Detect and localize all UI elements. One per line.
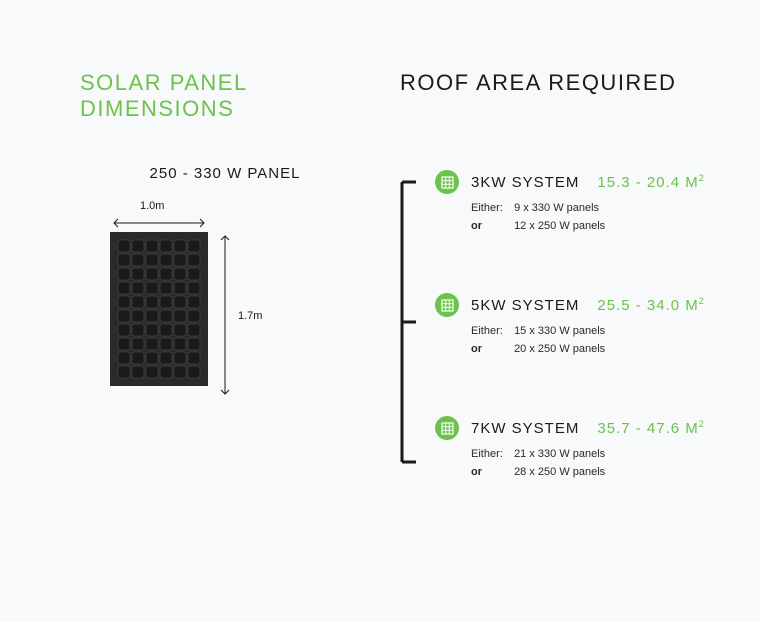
system-detail: Either: 15 x 330 W panelsor 20 x 250 W p… bbox=[471, 323, 715, 358]
system-area: 15.3 - 20.4 M2 bbox=[597, 173, 704, 191]
system-name: 7KW SYSTEM bbox=[471, 420, 579, 437]
system-header: 7KW SYSTEM 35.7 - 47.6 M2 bbox=[435, 416, 715, 440]
system-detail: Either: 9 x 330 W panelsor 12 x 250 W pa… bbox=[471, 200, 715, 235]
system-header: 5KW SYSTEM 25.5 - 34.0 M2 bbox=[435, 293, 715, 317]
system-header: 3KW SYSTEM 15.3 - 20.4 M2 bbox=[435, 170, 715, 194]
either-label: Either: bbox=[471, 323, 511, 341]
either-value: 9 x 330 W panels bbox=[514, 202, 599, 214]
either-value: 21 x 330 W panels bbox=[514, 448, 605, 460]
panel-height-label: 1.7m bbox=[238, 310, 262, 322]
system-area: 25.5 - 34.0 M2 bbox=[597, 296, 704, 314]
panel-width-label: 1.0m bbox=[140, 200, 164, 212]
systems-list: 3KW SYSTEM 15.3 - 20.4 M2 Either: 9 x 330 … bbox=[435, 170, 715, 540]
system-item: 3KW SYSTEM 15.3 - 20.4 M2 Either: 9 x 330 … bbox=[435, 170, 715, 235]
heading-left: SOLAR PANEL DIMENSIONS bbox=[80, 70, 400, 122]
heading-right: ROOF AREA REQUIRED bbox=[400, 70, 676, 122]
either-value: 15 x 330 W panels bbox=[514, 325, 605, 337]
panel-diagram: 1.0m 1.7m bbox=[110, 200, 340, 430]
infographic-container: SOLAR PANEL DIMENSIONS ROOF AREA REQUIRE… bbox=[0, 0, 760, 622]
panel-section: 250 - 330 W PANEL 1.0m 1.7m bbox=[110, 165, 340, 430]
system-name: 5KW SYSTEM bbox=[471, 297, 579, 314]
or-label: or bbox=[471, 218, 511, 236]
panel-badge-icon bbox=[435, 416, 459, 440]
panel-badge-icon bbox=[435, 170, 459, 194]
system-item: 5KW SYSTEM 25.5 - 34.0 M2 Either: 15 x 330… bbox=[435, 293, 715, 358]
system-name: 3KW SYSTEM bbox=[471, 174, 579, 191]
or-value: 12 x 250 W panels bbox=[514, 220, 605, 232]
bracket-icon bbox=[400, 172, 420, 482]
system-item: 7KW SYSTEM 35.7 - 47.6 M2 Either: 21 x 330… bbox=[435, 416, 715, 481]
or-label: or bbox=[471, 464, 511, 482]
width-arrow-icon bbox=[110, 218, 208, 228]
headings-row: SOLAR PANEL DIMENSIONS ROOF AREA REQUIRE… bbox=[0, 0, 760, 122]
or-value: 20 x 250 W panels bbox=[514, 343, 605, 355]
either-label: Either: bbox=[471, 446, 511, 464]
system-detail: Either: 21 x 330 W panelsor 28 x 250 W p… bbox=[471, 446, 715, 481]
or-value: 28 x 250 W panels bbox=[514, 466, 605, 478]
solar-panel-icon bbox=[110, 232, 208, 386]
panel-title: 250 - 330 W PANEL bbox=[110, 165, 340, 182]
or-label: or bbox=[471, 341, 511, 359]
system-area: 35.7 - 47.6 M2 bbox=[597, 419, 704, 437]
height-arrow-icon bbox=[220, 232, 230, 398]
panel-badge-icon bbox=[435, 293, 459, 317]
either-label: Either: bbox=[471, 200, 511, 218]
